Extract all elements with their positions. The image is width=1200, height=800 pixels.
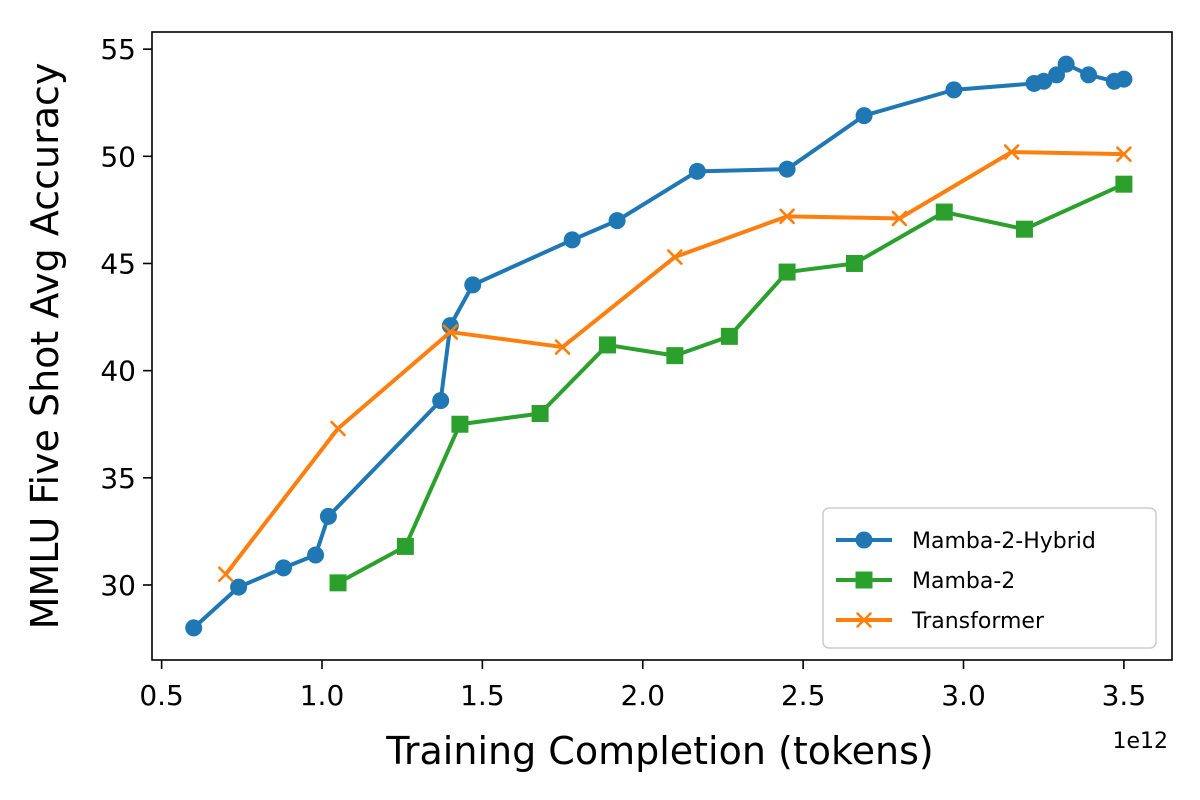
- x-axis-label: Training Completion (tokens): [385, 729, 933, 773]
- data-point: [217, 566, 234, 583]
- legend-entry: Mamba-2: [836, 569, 1015, 594]
- data-point: [1115, 70, 1133, 88]
- data-point: [855, 107, 873, 125]
- y-tick-label: 40: [100, 355, 136, 388]
- plot-area-frame: [151, 31, 1173, 661]
- data-point: [935, 203, 953, 221]
- data-point: [396, 537, 414, 555]
- y-tick-label: 35: [100, 462, 136, 495]
- data-point: [307, 546, 325, 564]
- data-point: [230, 578, 248, 596]
- x-tick-label: 3.5: [1102, 679, 1147, 712]
- data-point: [667, 249, 683, 265]
- data-point: [845, 254, 863, 272]
- series-circle: [185, 55, 1133, 637]
- legend: Mamba-2-Hybrid Mamba-2 Transformer: [822, 507, 1157, 649]
- data-point: [1080, 66, 1098, 84]
- y-tick-label: 50: [100, 140, 136, 173]
- data-point: [778, 263, 796, 281]
- x-tick-label: 2.0: [620, 679, 665, 712]
- series-x: [217, 144, 1132, 583]
- y-tick-label: 30: [100, 569, 136, 602]
- legend-label: Mamba-2-Hybrid: [912, 529, 1096, 554]
- legend-label: Mamba-2: [912, 569, 1015, 594]
- series-line: [336, 182, 1126, 585]
- data-point: [778, 160, 796, 178]
- data-point: [1003, 144, 1020, 160]
- x-tick-label: 3.0: [941, 679, 986, 712]
- data-point: [329, 574, 347, 592]
- data-point: [1115, 175, 1133, 193]
- legend-swatch-marker: [856, 612, 872, 628]
- data-point: [688, 162, 706, 180]
- data-point: [945, 81, 963, 99]
- series-square: [329, 175, 1133, 592]
- data-point: [608, 212, 626, 230]
- y-axis-label: MMLU Five Shot Avg Accuracy: [23, 63, 67, 630]
- data-point: [1116, 146, 1132, 162]
- legend-entry: Transformer: [836, 609, 1045, 634]
- data-point: [666, 347, 684, 365]
- legend-items: Mamba-2-Hybrid Mamba-2 Transformer: [836, 529, 1096, 634]
- data-point: [1035, 72, 1053, 90]
- data-point: [185, 619, 203, 637]
- data-point: [464, 276, 482, 294]
- legend-label: Transformer: [911, 609, 1045, 634]
- data-point: [451, 415, 469, 433]
- data-point: [1057, 55, 1075, 73]
- data-point: [1015, 220, 1033, 238]
- x-tick-label: 1.0: [300, 679, 345, 712]
- axis-ticks: 0.5 1.0 1.5 2.0 2.5 3.0 3.5 30 35 40 45 50 55: [100, 33, 1146, 712]
- data-point: [554, 339, 571, 355]
- data-point: [779, 208, 795, 225]
- data-point: [441, 317, 459, 335]
- data-point: [598, 336, 616, 354]
- x-tick-label: 2.5: [781, 679, 826, 712]
- series-layer: [185, 55, 1133, 637]
- data-point: [319, 507, 337, 525]
- y-tick-label: 55: [100, 33, 136, 66]
- data-point: [432, 392, 450, 410]
- data-point: [442, 324, 459, 340]
- data-point: [720, 327, 738, 345]
- data-point: [330, 420, 346, 437]
- x-tick-label: 0.5: [139, 679, 184, 712]
- data-point: [563, 231, 581, 249]
- y-tick-label: 45: [100, 247, 136, 280]
- legend-entry: Mamba-2-Hybrid: [836, 529, 1096, 554]
- data-point: [891, 210, 908, 227]
- data-point: [275, 559, 293, 577]
- x-axis-offset-label: 1e12: [1112, 729, 1168, 754]
- legend-swatch-marker: [855, 571, 873, 589]
- legend-swatch-marker: [855, 531, 873, 549]
- x-tick-label: 1.5: [460, 679, 505, 712]
- data-point: [531, 405, 549, 423]
- legend-frame: [822, 507, 1157, 649]
